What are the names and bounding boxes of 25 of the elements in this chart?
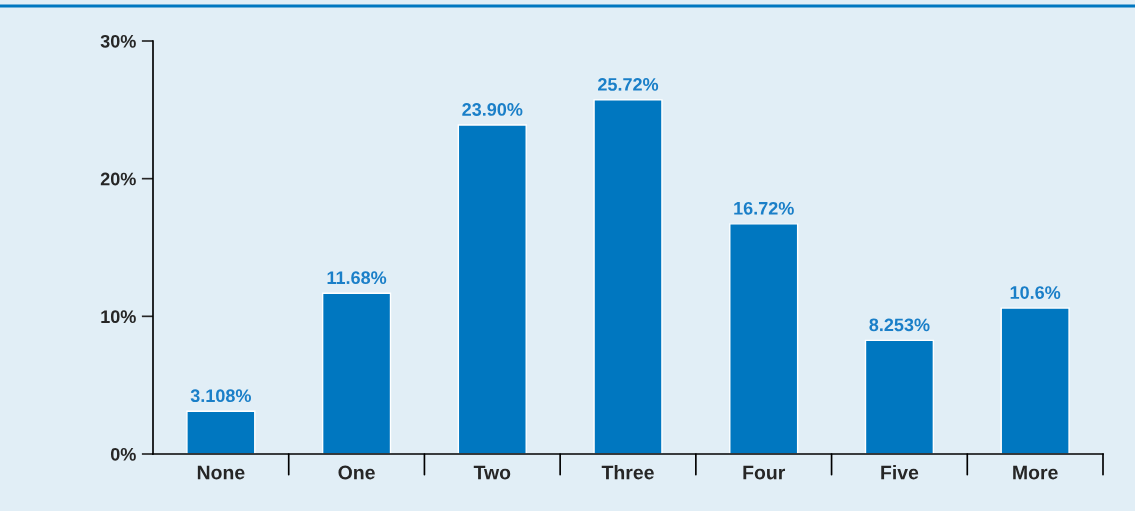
x-tick-label: Five xyxy=(881,465,919,480)
x-tick-label: Two xyxy=(473,465,511,480)
y-tick-label: 30% xyxy=(100,34,136,48)
y-tick-label: 10% xyxy=(101,310,136,324)
bar xyxy=(864,339,935,454)
bar xyxy=(1000,307,1070,454)
x-tick-label: Four xyxy=(743,465,786,480)
bar xyxy=(457,124,527,454)
data-label: 16.72% xyxy=(734,201,794,215)
data-label: 8.253% xyxy=(869,318,930,332)
x-tick-label: Three xyxy=(601,465,654,480)
y-tick-label: 0% xyxy=(110,447,136,461)
y-tick-label: 20% xyxy=(100,172,136,186)
bar xyxy=(593,99,663,454)
data-label: 11.68% xyxy=(327,271,387,285)
data-label: 25.72% xyxy=(598,78,659,91)
x-tick-label: None xyxy=(197,465,245,480)
data-label: 10.6% xyxy=(1010,286,1061,299)
data-label: 23.90% xyxy=(462,103,523,116)
data-label: 3.108% xyxy=(190,389,251,403)
x-tick-label: More xyxy=(1013,465,1058,480)
x-tick-label: One xyxy=(338,465,375,480)
bar xyxy=(729,223,799,454)
bar xyxy=(321,292,392,454)
bar xyxy=(186,410,256,454)
